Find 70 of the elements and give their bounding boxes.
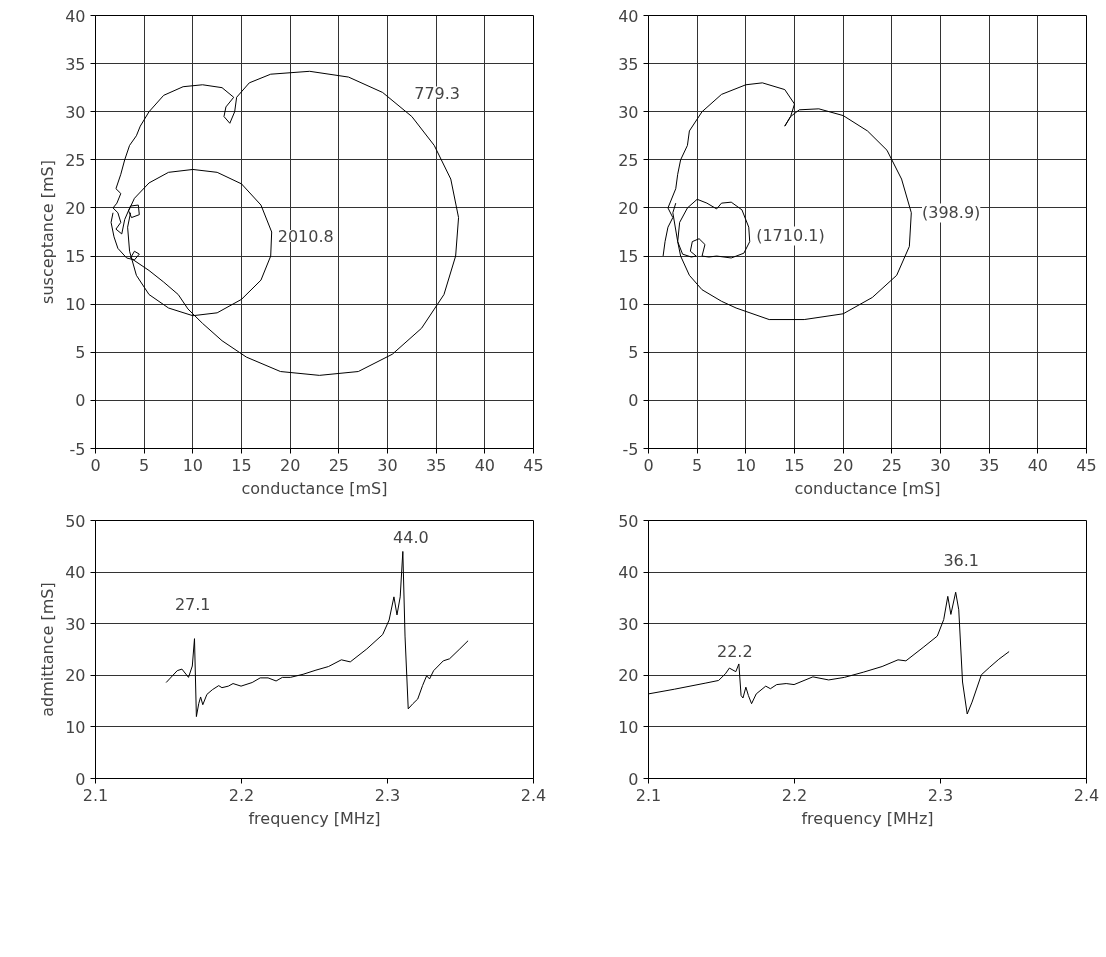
x-tick-label: 2.2 [781, 785, 808, 805]
y-tick-label: 50 [618, 511, 639, 531]
x-tick-label: 2.3 [927, 785, 954, 805]
annotation: 2010.8 [277, 226, 334, 246]
x-tick-label: 45 [523, 455, 544, 475]
annotation: 44.0 [393, 528, 429, 548]
y-tick-label: 0 [75, 391, 86, 411]
x-tick-label: 0 [90, 455, 101, 475]
y-axis-title: susceptance [mS] [38, 160, 58, 304]
x-axis-title: conductance [mS] [794, 478, 941, 498]
x-tick-label: 20 [279, 455, 301, 475]
x-tick-label: 10 [182, 455, 204, 475]
x-tick-label: 5 [139, 455, 150, 475]
x-tick-label: 25 [328, 455, 350, 475]
x-axis-title: frequency [MHz] [801, 808, 934, 828]
y-tick-label: 40 [618, 6, 639, 26]
x-tick-label: 35 [425, 455, 447, 475]
x-tick-label: 15 [231, 455, 252, 475]
y-tick-label: 10 [65, 717, 86, 737]
x-tick-label: 2.4 [1073, 785, 1100, 805]
y-tick-label: 5 [628, 343, 639, 363]
y-tick-label: 20 [618, 666, 639, 686]
x-tick-label: 40 [474, 455, 496, 475]
y-tick-label: 30 [618, 102, 639, 122]
y-tick-label: 30 [618, 614, 639, 634]
x-tick-label: 35 [978, 455, 1000, 475]
x-tick-label: 0 [643, 455, 654, 475]
y-tick-label: 25 [618, 150, 639, 170]
x-tick-label: 25 [881, 455, 903, 475]
x-tick-label: 20 [832, 455, 854, 475]
x-tick-label: 30 [377, 455, 398, 475]
x-tick-label: 40 [1027, 455, 1049, 475]
x-axis-title: conductance [mS] [241, 478, 388, 498]
y-tick-label: 15 [65, 247, 86, 267]
x-tick-label: 45 [1076, 455, 1097, 475]
x-tick-label: 5 [692, 455, 703, 475]
y-tick-label: 40 [618, 563, 639, 583]
x-tick-label: 30 [930, 455, 951, 475]
annotation: 36.1 [943, 551, 980, 571]
x-tick-label: 10 [735, 455, 757, 475]
y-tick-label: 35 [618, 54, 639, 74]
y-tick-label: 0 [628, 391, 639, 411]
annotation: 27.1 [174, 594, 211, 614]
x-axis-title: frequency [MHz] [248, 808, 381, 828]
y-tick-label: -5 [622, 439, 639, 459]
x-tick-label: 2.3 [374, 785, 401, 805]
y-tick-label: 40 [65, 6, 86, 26]
y-axis-title: admittance [mS] [38, 582, 58, 717]
annotation: (1710.1) [756, 226, 825, 246]
y-tick-label: 10 [65, 295, 86, 315]
y-tick-label: 35 [65, 54, 86, 74]
y-tick-label: 10 [618, 717, 639, 737]
y-tick-label: 40 [65, 563, 86, 583]
y-tick-label: 5 [75, 343, 86, 363]
y-tick-label: 15 [618, 247, 639, 267]
annotation: 779.3 [414, 83, 461, 103]
y-tick-label: 20 [65, 198, 86, 218]
x-tick-label: 2.4 [520, 785, 547, 805]
y-tick-label: -5 [69, 439, 86, 459]
x-tick-label: 15 [784, 455, 805, 475]
y-tick-label: 20 [618, 198, 639, 218]
annotation: 22.2 [716, 642, 753, 662]
y-tick-label: 20 [65, 666, 86, 686]
y-tick-label: 30 [65, 614, 86, 634]
x-tick-label: 2.2 [228, 785, 255, 805]
y-tick-label: 30 [65, 102, 86, 122]
annotation: (398.9) [922, 203, 981, 223]
y-tick-label: 50 [65, 511, 86, 531]
y-tick-label: 25 [65, 150, 86, 170]
y-tick-label: 10 [618, 295, 639, 315]
